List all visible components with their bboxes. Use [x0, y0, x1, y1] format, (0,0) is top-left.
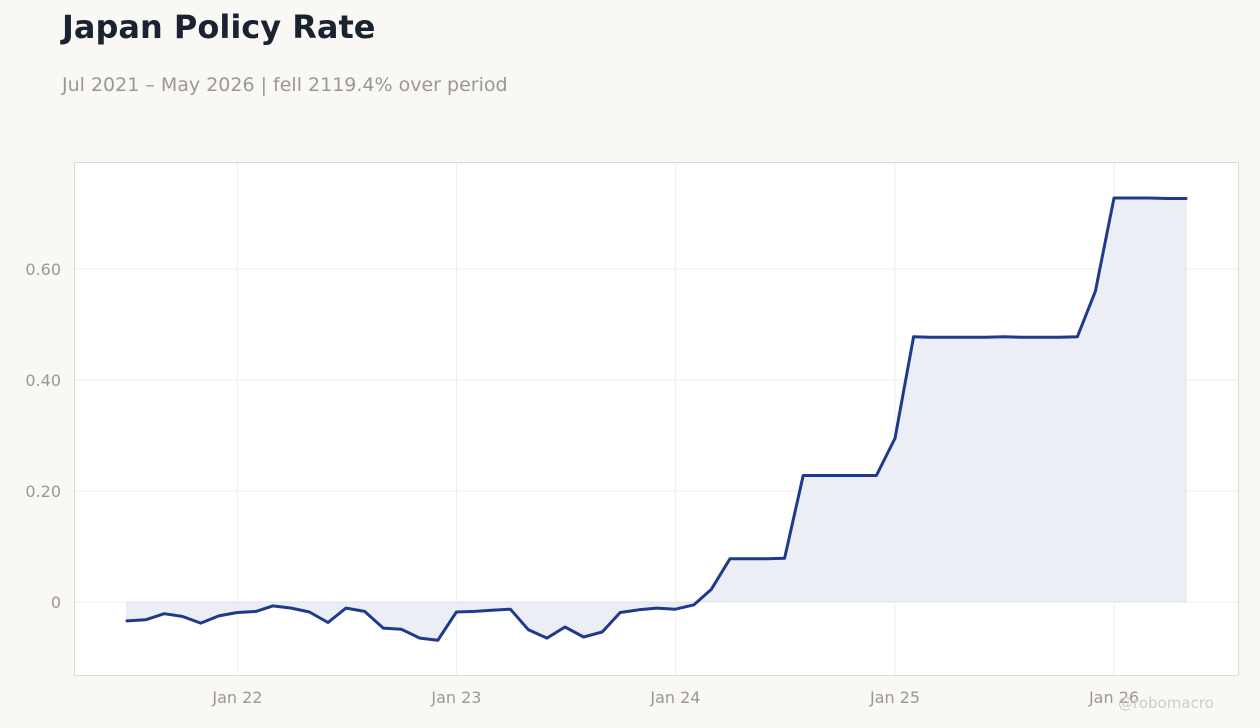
data-point [163, 612, 166, 615]
data-point [144, 618, 147, 621]
x-tick-label: Jan 26 [1088, 688, 1139, 707]
data-point [546, 637, 549, 640]
data-point [1113, 197, 1116, 200]
data-point [1076, 335, 1079, 338]
data-point [1148, 197, 1151, 200]
series-line [125, 196, 1188, 642]
data-point [619, 611, 622, 614]
data-point [1167, 197, 1170, 200]
chart-title: Japan Policy Rate [62, 8, 376, 46]
x-tick-label: Jan 24 [649, 688, 700, 707]
data-point [382, 627, 385, 630]
watermark: @robomacro [1118, 694, 1214, 712]
data-point [436, 639, 439, 642]
data-point [637, 608, 640, 611]
data-point [857, 474, 860, 477]
data-point [418, 637, 421, 640]
data-point [181, 615, 184, 618]
data-point [802, 474, 805, 477]
data-point [1002, 335, 1005, 338]
data-point [729, 557, 732, 560]
data-point [966, 336, 969, 339]
chart-subtitle: Jul 2021 – May 2026 | fell 2119.4% over … [62, 74, 508, 96]
data-point [1094, 290, 1097, 293]
data-point [601, 631, 604, 634]
data-point [564, 626, 567, 629]
data-point [765, 557, 768, 560]
data-point [948, 336, 951, 339]
y-tick-label: 0.40 [25, 371, 61, 390]
x-tick-label: Jan 25 [869, 688, 920, 707]
data-point [693, 603, 696, 606]
y-tick-label: 0.60 [25, 260, 61, 279]
data-point [1057, 336, 1060, 339]
data-point [199, 622, 202, 625]
data-point [783, 557, 786, 560]
data-point [929, 336, 932, 339]
x-tick-label: Jan 22 [211, 688, 262, 707]
data-point [838, 474, 841, 477]
data-point [345, 607, 348, 610]
data-point [308, 611, 311, 614]
x-axis: Jan 22 Jan 23 Jan 24 Jan 25 Jan 26 [211, 688, 1139, 707]
data-point [820, 474, 823, 477]
data-point [912, 335, 915, 338]
data-point [236, 611, 239, 614]
data-point [255, 610, 258, 613]
data-point [747, 557, 750, 560]
data-point [1039, 336, 1042, 339]
data-point [474, 610, 477, 613]
data-point [126, 619, 129, 622]
data-point [327, 621, 330, 624]
data-point [875, 474, 878, 477]
data-point [582, 636, 585, 639]
data-point [455, 611, 458, 614]
y-tick-label: 0.20 [25, 482, 61, 501]
data-point [271, 604, 274, 607]
data-point [1185, 197, 1188, 200]
data-point [509, 608, 512, 611]
data-point [363, 610, 366, 613]
data-point [217, 614, 220, 617]
y-axis: 0 0.20 0.40 0.60 [25, 260, 61, 612]
data-point [290, 607, 293, 610]
data-point [1131, 197, 1134, 200]
x-tick-label: Jan 23 [430, 688, 481, 707]
data-point [490, 609, 493, 612]
data-point [674, 608, 677, 611]
data-point [400, 628, 403, 631]
data-point [984, 336, 987, 339]
data-point [1021, 336, 1024, 339]
data-point [655, 607, 658, 610]
line-layer [125, 196, 1188, 642]
data-point [527, 628, 530, 631]
data-point [894, 437, 897, 440]
y-tick-label: 0 [51, 593, 61, 612]
data-point [710, 588, 713, 591]
